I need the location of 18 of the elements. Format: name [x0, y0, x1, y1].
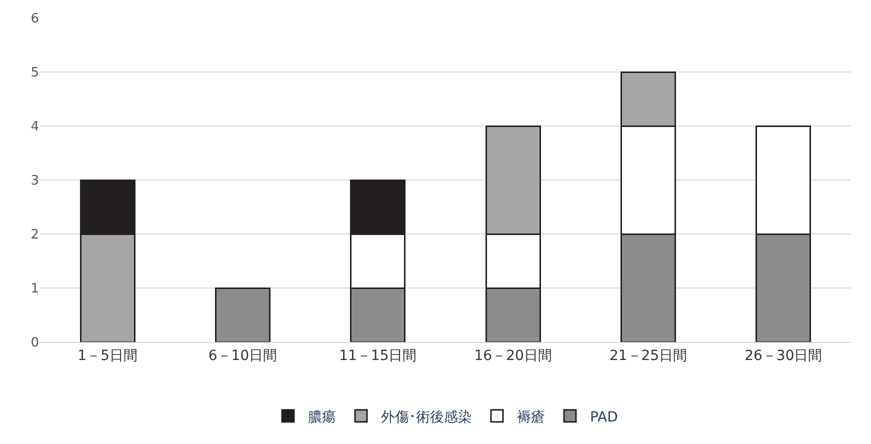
legend-label: 膿瘍: [308, 409, 336, 426]
y-tick-label: 3: [30, 174, 39, 189]
y-tick-label: 4: [30, 120, 39, 135]
legend-label: 外傷･術後感染: [381, 409, 472, 426]
y-tick-label: 5: [30, 66, 39, 81]
x-tick-label: 6－10日間: [208, 348, 278, 364]
x-tick-label: 11－15日間: [339, 348, 417, 364]
x-tick-label: 16－20日間: [474, 348, 552, 364]
y-tick-label: 0: [30, 336, 39, 351]
y-tick-label: 1: [30, 282, 39, 297]
y-tick-label: 6: [30, 12, 39, 27]
x-tick-label: 21－25日間: [609, 348, 688, 364]
y-tick-label: 2: [30, 228, 39, 243]
x-tick-label: 1－5日間: [78, 348, 138, 364]
legend-label: PAD: [590, 409, 618, 426]
legend-label: 褥瘡: [517, 409, 545, 426]
bar: [214, 287, 271, 342]
x-tick-label: 26－30日間: [744, 348, 822, 364]
